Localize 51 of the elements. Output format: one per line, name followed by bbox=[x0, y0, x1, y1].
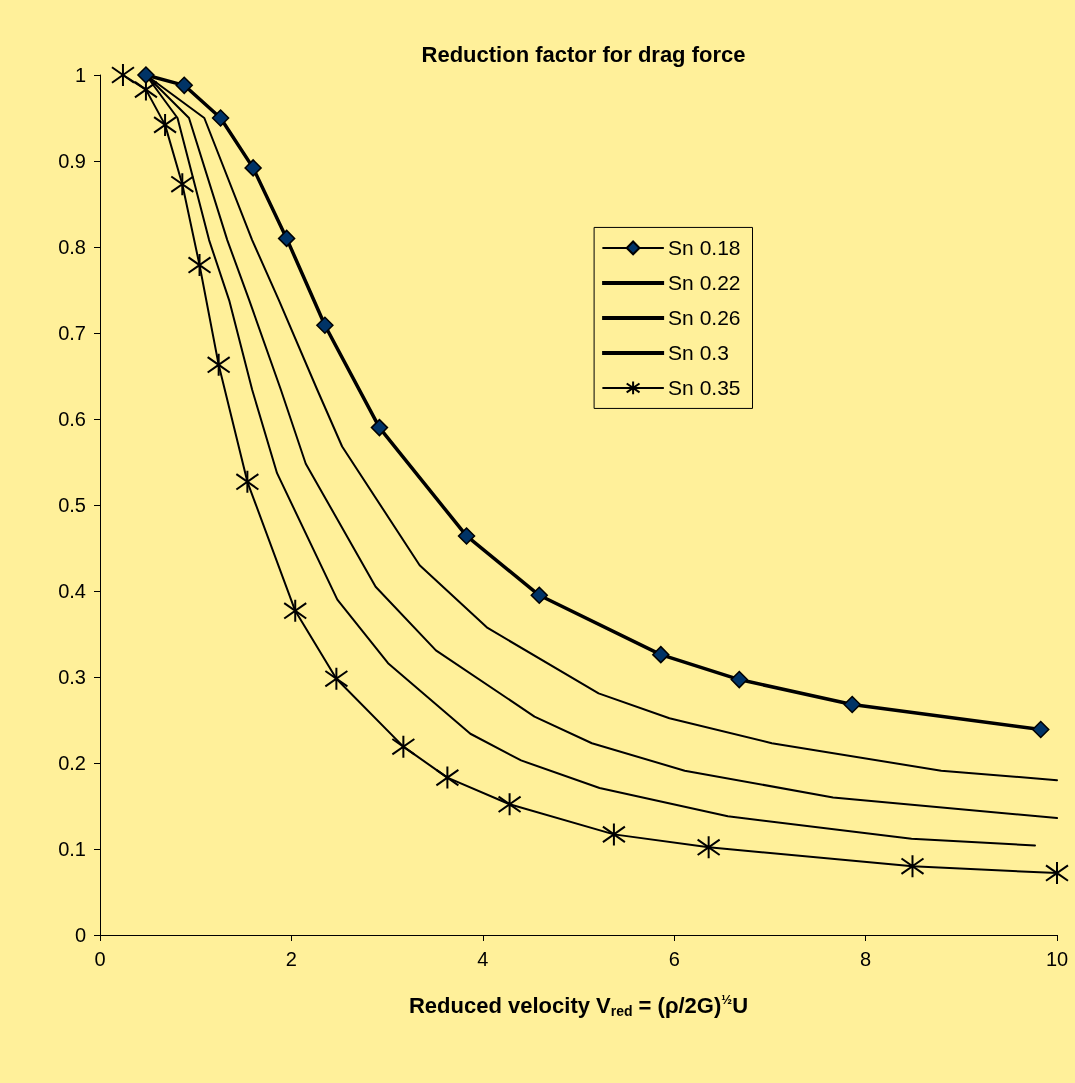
y-tick-label: 0.3 bbox=[58, 666, 86, 688]
point bbox=[391, 734, 416, 759]
y-tick-label: 0.4 bbox=[58, 580, 86, 602]
point bbox=[601, 822, 626, 847]
point bbox=[530, 586, 549, 605]
point bbox=[110, 63, 135, 87]
y-tick-label: 0.1 bbox=[58, 838, 86, 860]
x-tick-label: 8 bbox=[860, 948, 872, 970]
point bbox=[1031, 720, 1050, 739]
point bbox=[730, 670, 749, 689]
point bbox=[153, 112, 178, 137]
point bbox=[696, 835, 721, 860]
point bbox=[235, 469, 260, 494]
legend-label: Sn 0.22 bbox=[668, 271, 741, 295]
point bbox=[324, 666, 349, 691]
point bbox=[370, 418, 389, 437]
point bbox=[435, 765, 460, 790]
y-tick-label: 0.7 bbox=[58, 322, 86, 344]
legend-label: Sn 0.35 bbox=[668, 376, 741, 400]
y-tick-label: 0.6 bbox=[58, 408, 86, 430]
point bbox=[206, 352, 231, 377]
legend-label: Sn 0.26 bbox=[668, 306, 741, 330]
y-tick-label: 0 bbox=[74, 924, 86, 946]
legend-label: Sn 0.18 bbox=[668, 236, 741, 260]
point bbox=[175, 76, 193, 95]
x-tick-label: 0 bbox=[94, 948, 106, 970]
point bbox=[497, 792, 522, 817]
point bbox=[1045, 861, 1069, 886]
x-tick-label: 2 bbox=[285, 948, 297, 970]
legend-label: Sn 0.3 bbox=[668, 341, 729, 365]
point bbox=[316, 316, 334, 335]
point bbox=[457, 527, 476, 545]
x-tick-label: 6 bbox=[668, 948, 680, 970]
point bbox=[244, 159, 262, 177]
point bbox=[652, 645, 670, 664]
y-tick-label: 0.2 bbox=[58, 752, 86, 774]
point bbox=[283, 598, 308, 623]
point bbox=[900, 854, 925, 879]
y-tick-label: 0.9 bbox=[58, 150, 86, 172]
x-tick-label: 10 bbox=[1045, 948, 1069, 970]
point bbox=[843, 695, 861, 714]
y-tick-label: 0.8 bbox=[58, 236, 86, 258]
point bbox=[137, 66, 155, 84]
point bbox=[277, 229, 296, 248]
y-tick-label: 1 bbox=[74, 64, 86, 86]
point bbox=[211, 109, 230, 127]
y-tick-label: 0.5 bbox=[58, 494, 86, 516]
chart-title: Reduction factor for drag force bbox=[421, 41, 746, 67]
x-tick-label: 4 bbox=[477, 948, 489, 970]
point bbox=[170, 172, 195, 197]
point bbox=[187, 253, 212, 278]
